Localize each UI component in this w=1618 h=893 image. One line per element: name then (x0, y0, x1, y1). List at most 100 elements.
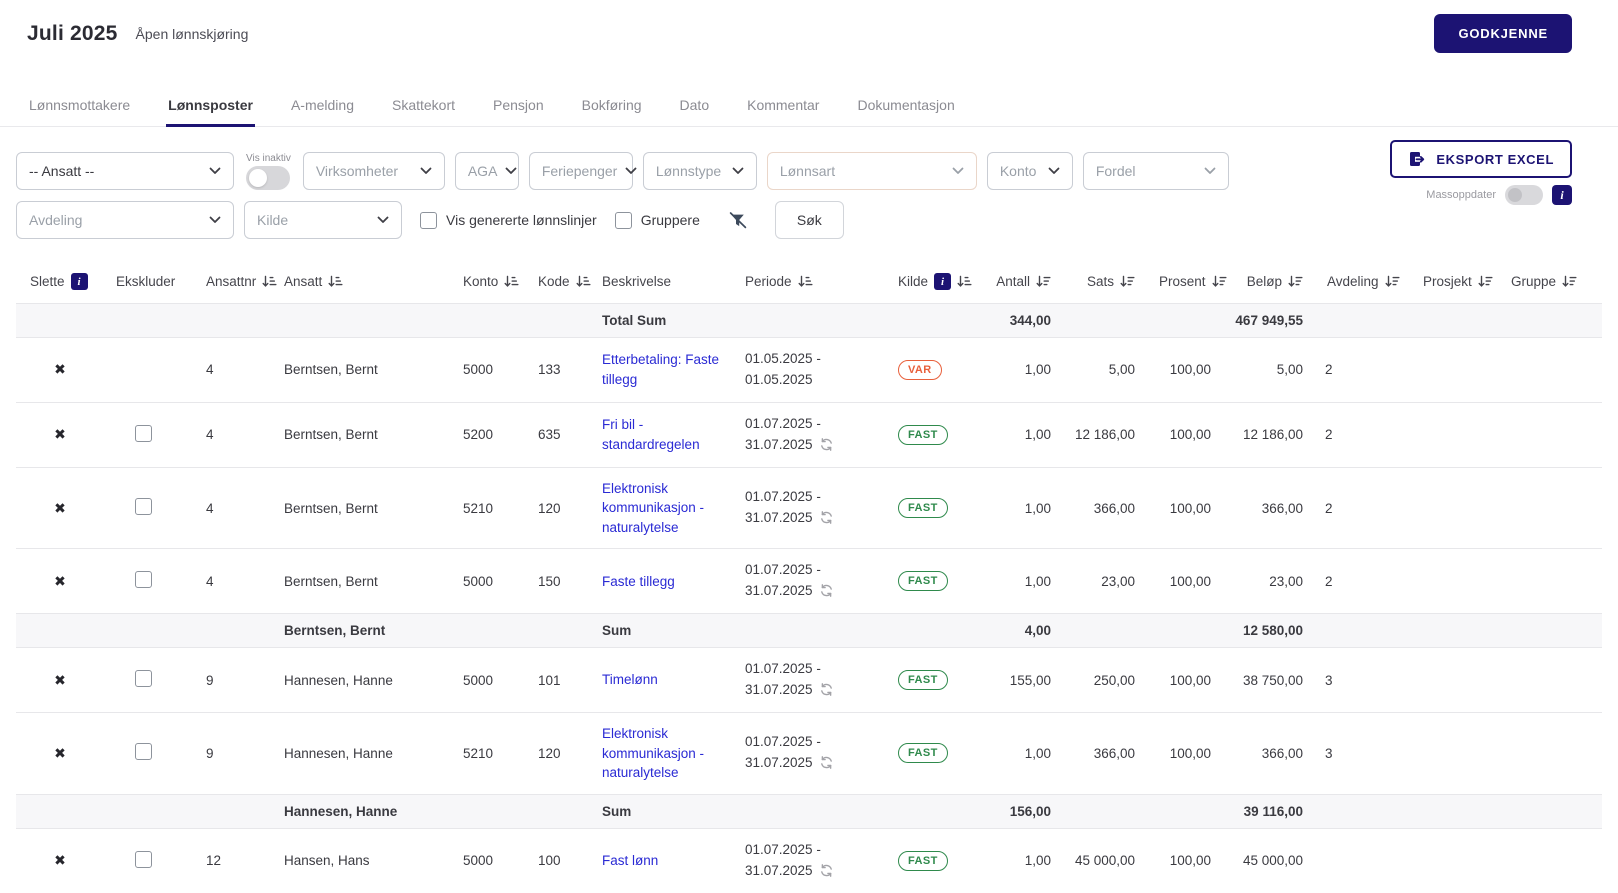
subtotal-label: Sum (590, 613, 733, 648)
column-header-antall[interactable]: Antall (977, 259, 1063, 304)
approve-button[interactable]: GODKJENNE (1434, 14, 1572, 53)
delete-row-icon[interactable]: ✖ (54, 852, 66, 869)
sort-icon[interactable] (1036, 275, 1051, 288)
column-header-prosent[interactable]: Prosent (1147, 259, 1227, 304)
sort-icon[interactable] (798, 275, 813, 288)
column-label: Avdeling (1327, 274, 1379, 289)
delete-row-icon[interactable]: ✖ (54, 671, 66, 688)
lonnstype-select[interactable]: Lønnstype (642, 152, 757, 190)
prosjekt-cell (1411, 548, 1499, 614)
column-header-ansattnr[interactable]: Ansattnr (182, 259, 277, 304)
exclude-checkbox[interactable] (134, 670, 152, 688)
sort-icon[interactable] (1478, 275, 1493, 288)
exclude-checkbox[interactable] (134, 571, 152, 589)
delete-row-icon[interactable]: ✖ (54, 744, 66, 761)
delete-row-icon[interactable]: ✖ (54, 426, 66, 443)
tab-bokforing[interactable]: Bokføring (581, 97, 642, 113)
search-button[interactable]: Søk (774, 201, 844, 239)
prosjekt-cell (1411, 401, 1499, 468)
column-header-belop[interactable]: Beløp (1223, 259, 1315, 304)
ansatt-select[interactable]: -- Ansatt -- (16, 152, 234, 190)
wage-type-link[interactable]: Timelønn (602, 672, 658, 688)
exclude-checkbox[interactable] (134, 850, 152, 868)
chevron-down-icon (732, 167, 744, 175)
wage-type-link[interactable]: Fri bil - standardregelen (602, 417, 700, 452)
column-header-periode[interactable]: Periode (733, 259, 890, 304)
sort-icon[interactable] (504, 275, 519, 288)
column-header-ansatt[interactable]: Ansatt (272, 259, 455, 304)
group-checkbox[interactable] (614, 211, 632, 229)
mass-update-toggle[interactable] (1505, 185, 1543, 205)
delete-row-icon[interactable]: ✖ (54, 361, 66, 378)
tab-pensjon[interactable]: Pensjon (493, 97, 544, 113)
sort-icon[interactable] (328, 275, 343, 288)
export-excel-button[interactable]: EKSPORT EXCEL (1390, 140, 1572, 178)
show-generated-lines-checkbox-item[interactable]: Vis genererte lønnslinjer (420, 211, 597, 229)
belop-cell: 45 000,00 (1223, 827, 1315, 893)
delete-row-icon[interactable]: ✖ (54, 572, 66, 589)
gruppe-cell (1499, 548, 1602, 614)
column-header-prosjekt[interactable]: Prosjekt (1411, 259, 1499, 304)
sort-icon[interactable] (262, 275, 277, 288)
kilde-select[interactable]: Kilde (244, 201, 402, 239)
wage-type-link[interactable]: Elektronisk kommunikasjon - naturalytels… (602, 480, 705, 535)
filter-panel: -- Ansatt -- Vis inaktiv Virksomheter AGA… (0, 152, 1618, 239)
kode-cell: 100 (530, 827, 590, 893)
gruppe-cell (1499, 337, 1602, 403)
filter-row-2: Avdeling Kilde Vis genererte lønnslinjer … (16, 201, 1602, 239)
wage-type-link[interactable]: Faste tillegg (602, 573, 675, 589)
exclude-checkbox[interactable] (134, 743, 152, 761)
show-generated-lines-checkbox[interactable] (420, 211, 437, 229)
total-sum-label: Total Sum (590, 303, 733, 338)
chevron-down-icon (420, 167, 432, 175)
column-header-kilde[interactable]: Kilde i (890, 259, 977, 304)
delete-row-icon[interactable]: ✖ (54, 499, 66, 516)
tab-dokumentasjon[interactable]: Dokumentasjon (857, 97, 955, 113)
wage-type-link[interactable]: Fast lønn (602, 852, 659, 868)
info-icon[interactable]: i (934, 273, 952, 290)
belop-cell: 5,00 (1223, 337, 1315, 403)
tab-kommentar[interactable]: Kommentar (747, 97, 820, 113)
column-header-kode[interactable]: Kode (530, 259, 591, 304)
sats-cell: 250,00 (1063, 647, 1147, 713)
sort-icon[interactable] (576, 275, 591, 288)
sort-icon[interactable] (1562, 275, 1577, 288)
sort-icon[interactable] (1385, 275, 1400, 288)
feriepenger-select[interactable]: Feriepenger (528, 152, 637, 190)
prosent-cell: 100,00 (1147, 712, 1223, 795)
wage-type-link[interactable]: Elektronisk kommunikasjon - naturalytels… (602, 726, 705, 781)
show-inactive-toggle[interactable] (246, 165, 290, 190)
tab-skattekort[interactable]: Skattekort (391, 97, 456, 113)
wage-type-link[interactable]: Etterbetaling: Faste tillegg (602, 352, 720, 387)
refresh-icon (820, 437, 833, 451)
tab-dato[interactable]: Dato (679, 97, 710, 113)
antall-cell: 1,00 (977, 337, 1063, 403)
column-label: Beløp (1246, 274, 1282, 289)
column-header-sats[interactable]: Sats (1063, 259, 1147, 304)
exclude-checkbox[interactable] (134, 424, 152, 442)
lonnsart-select[interactable]: Lønnsart (766, 152, 977, 190)
exclude-checkbox[interactable] (134, 498, 152, 516)
group-checkbox-item[interactable]: Gruppere (614, 211, 700, 229)
subtotal-row: Berntsen, Bernt Sum 4,00 12 580,00 (16, 613, 1602, 648)
sort-icon[interactable] (1120, 275, 1135, 288)
aga-select[interactable]: AGA (454, 152, 519, 190)
show-inactive-toggle-block: Vis inaktiv (246, 153, 291, 190)
info-icon[interactable]: i (1552, 185, 1572, 205)
avdeling-select[interactable]: Avdeling (16, 201, 234, 239)
info-icon[interactable]: i (70, 273, 88, 290)
fordel-select[interactable]: Fordel (1082, 152, 1229, 190)
sort-icon[interactable] (1212, 275, 1227, 288)
virksomheter-select[interactable]: Virksomheter (302, 152, 445, 190)
clear-filter-icon[interactable] (728, 211, 749, 230)
sort-icon[interactable] (957, 275, 972, 288)
column-header-avdeling[interactable]: Avdeling (1315, 259, 1411, 304)
konto-select[interactable]: Konto (986, 152, 1073, 190)
tab-a-melding[interactable]: A-melding (290, 97, 354, 113)
column-header-konto[interactable]: Konto (455, 259, 530, 304)
column-header-gruppe[interactable]: Gruppe (1499, 259, 1602, 304)
sort-icon[interactable] (1288, 275, 1303, 288)
tab-lonnsmottakere[interactable]: Lønnsmottakere (29, 97, 131, 113)
tab-lonnsposter[interactable]: Lønnsposter (166, 87, 255, 127)
export-excel-label: EKSPORT EXCEL (1436, 151, 1554, 167)
